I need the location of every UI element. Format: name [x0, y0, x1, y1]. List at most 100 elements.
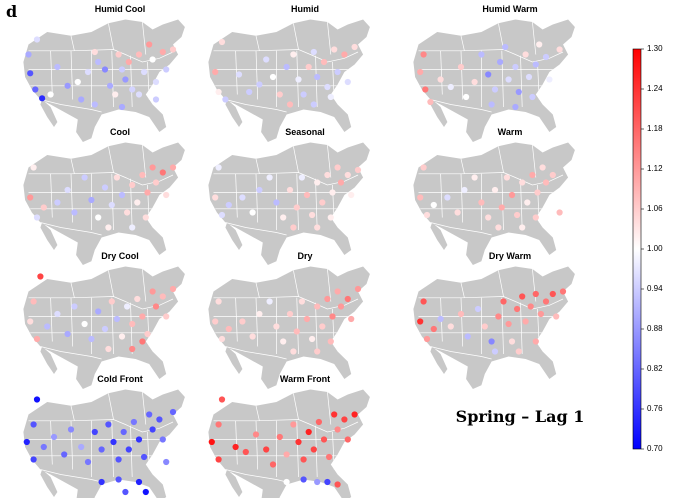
city-point: [107, 82, 114, 89]
baja-shape: [225, 469, 243, 497]
city-point: [326, 453, 333, 461]
city-point: [427, 98, 434, 106]
map-title: Humid Warm: [482, 4, 538, 14]
city-point: [239, 318, 246, 325]
city-point: [134, 199, 141, 206]
state-border: [108, 393, 114, 420]
city-point: [348, 315, 355, 323]
city-point: [334, 288, 341, 295]
city-point: [33, 335, 41, 343]
city-point: [129, 181, 136, 189]
city-point: [169, 164, 177, 171]
city-point: [113, 315, 120, 323]
land-shape: [23, 389, 185, 498]
baja-shape: [225, 346, 243, 374]
city-point: [351, 411, 358, 418]
map-panel: [23, 142, 185, 265]
city-point: [163, 458, 170, 466]
city-point: [218, 211, 226, 219]
city-point: [512, 103, 519, 111]
city-point: [208, 438, 215, 446]
state-border: [440, 173, 443, 218]
city-point: [532, 61, 539, 68]
city-point: [159, 293, 166, 300]
city-point: [169, 408, 177, 416]
state-border: [430, 346, 492, 360]
city-point: [532, 214, 539, 221]
city-point: [305, 63, 312, 71]
city-point: [47, 91, 54, 98]
city-point: [129, 86, 136, 93]
city-point: [118, 66, 126, 73]
city-point: [27, 194, 34, 201]
city-point: [280, 214, 287, 221]
city-point: [491, 348, 499, 355]
city-point: [327, 338, 334, 345]
baja-shape: [40, 222, 58, 250]
baja-shape: [40, 346, 58, 374]
city-point: [522, 51, 529, 58]
city-point: [444, 194, 451, 201]
colorbar-tick-label: 0.88: [647, 324, 663, 333]
city-point: [169, 46, 177, 53]
state-border: [142, 391, 147, 425]
city-point: [129, 320, 136, 328]
city-point: [54, 63, 61, 71]
city-point: [37, 273, 44, 280]
city-point: [84, 458, 92, 466]
map-panel: [208, 389, 370, 498]
baja-shape: [430, 222, 448, 250]
city-point: [118, 103, 126, 111]
colorbar: [632, 48, 642, 450]
city-point: [461, 186, 468, 194]
city-point: [542, 53, 550, 61]
state-border: [498, 146, 504, 173]
map-title: Warm Front: [279, 374, 331, 384]
state-border: [147, 61, 150, 100]
city-point: [341, 51, 348, 58]
map-panel: [208, 266, 370, 389]
city-point: [124, 209, 131, 216]
city-point: [464, 333, 471, 340]
state-border: [50, 420, 53, 465]
state-border: [50, 173, 53, 218]
city-point: [225, 325, 232, 333]
city-point: [212, 68, 219, 76]
city-point: [341, 416, 348, 423]
city-point: [266, 174, 273, 181]
city-point: [344, 171, 351, 179]
state-border: [460, 282, 465, 298]
land-shape: [23, 142, 185, 265]
city-point: [225, 201, 232, 209]
city-point: [553, 313, 560, 320]
city-point: [67, 426, 75, 433]
city-point: [249, 333, 256, 340]
city-point: [276, 433, 283, 441]
city-point: [152, 303, 160, 310]
state-border: [501, 297, 504, 355]
city-point: [310, 48, 317, 56]
city-point: [149, 426, 156, 433]
city-point: [314, 224, 321, 231]
city-point: [276, 91, 283, 98]
state-border: [296, 297, 299, 355]
city-point: [239, 194, 246, 201]
city-point: [293, 328, 300, 335]
city-point: [290, 224, 297, 231]
city-point: [40, 204, 47, 211]
colorbar-tick-label: 1.24: [647, 84, 663, 93]
map-title: Dry: [297, 251, 313, 261]
city-point: [71, 209, 78, 216]
city-point: [337, 303, 345, 310]
city-point: [146, 411, 153, 418]
city-point: [497, 58, 504, 66]
state-border: [532, 21, 537, 55]
city-point: [159, 436, 166, 443]
city-point: [481, 323, 488, 330]
city-point: [215, 421, 222, 428]
city-point: [532, 338, 539, 345]
state-border: [430, 99, 492, 113]
city-point: [163, 66, 170, 73]
state-border: [255, 173, 259, 223]
city-point: [298, 298, 305, 305]
